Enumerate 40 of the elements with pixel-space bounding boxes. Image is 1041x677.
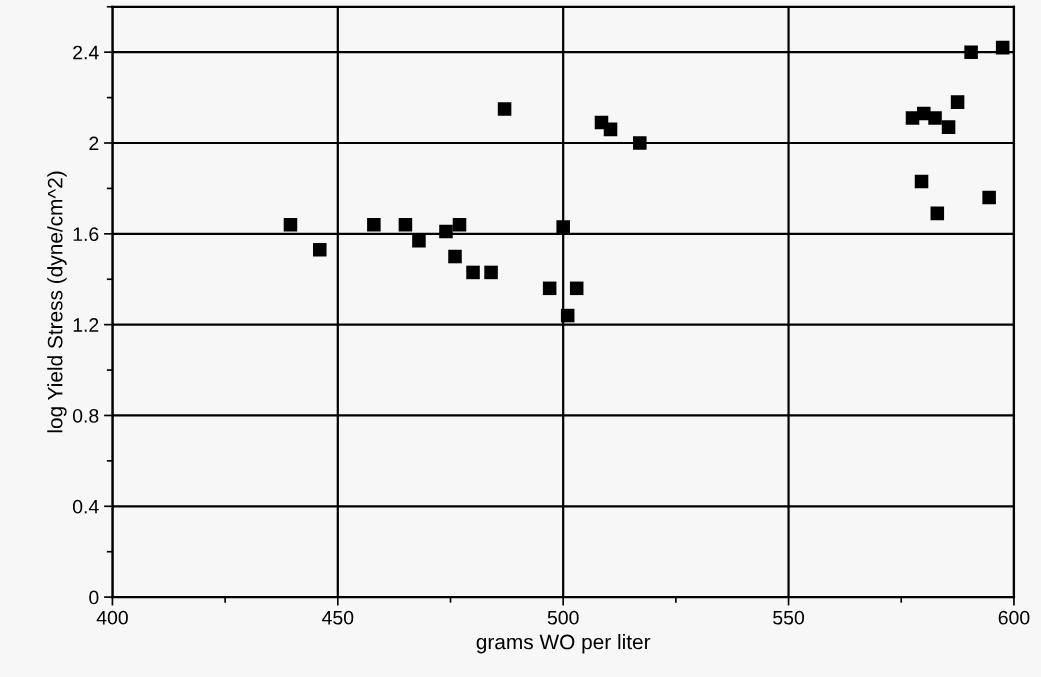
y-tick-label: 0 xyxy=(89,590,99,605)
point xyxy=(603,122,618,137)
point xyxy=(556,220,570,234)
point xyxy=(452,217,467,232)
y-tick-label: 2 xyxy=(89,136,99,151)
point xyxy=(448,249,462,264)
point xyxy=(941,120,956,134)
point xyxy=(995,40,1010,55)
point xyxy=(398,217,413,232)
point xyxy=(439,224,453,239)
point xyxy=(905,111,920,125)
point xyxy=(497,102,512,116)
x-axis-title: grams WO per liter xyxy=(476,633,651,654)
point xyxy=(982,190,996,205)
x-tick-label: 550 xyxy=(773,610,805,625)
y-tick-label: 0.8 xyxy=(72,408,99,423)
y-tick-label: 0.4 xyxy=(72,499,99,514)
x-tick-label: 600 xyxy=(998,610,1030,625)
point xyxy=(950,95,965,109)
point xyxy=(466,265,480,280)
point xyxy=(930,206,945,221)
point xyxy=(914,174,929,189)
y-tick-label: 1.6 xyxy=(73,227,99,242)
point xyxy=(412,233,426,248)
point xyxy=(633,136,647,150)
point xyxy=(484,265,498,280)
point xyxy=(542,281,557,296)
point xyxy=(560,308,575,323)
point xyxy=(283,217,298,232)
x-tick-label: 400 xyxy=(96,610,128,625)
point xyxy=(367,217,381,232)
x-tick-label: 500 xyxy=(547,610,579,625)
point xyxy=(313,242,327,257)
x-tick-label: 450 xyxy=(322,610,354,625)
y-axis-title: log Yield Stress (dyne/cm^2) xyxy=(47,171,67,433)
point xyxy=(569,281,584,296)
y-tick-label: 1.2 xyxy=(73,318,99,332)
point xyxy=(964,45,978,59)
y-tick-label: 2.4 xyxy=(73,45,99,60)
point xyxy=(928,111,942,125)
